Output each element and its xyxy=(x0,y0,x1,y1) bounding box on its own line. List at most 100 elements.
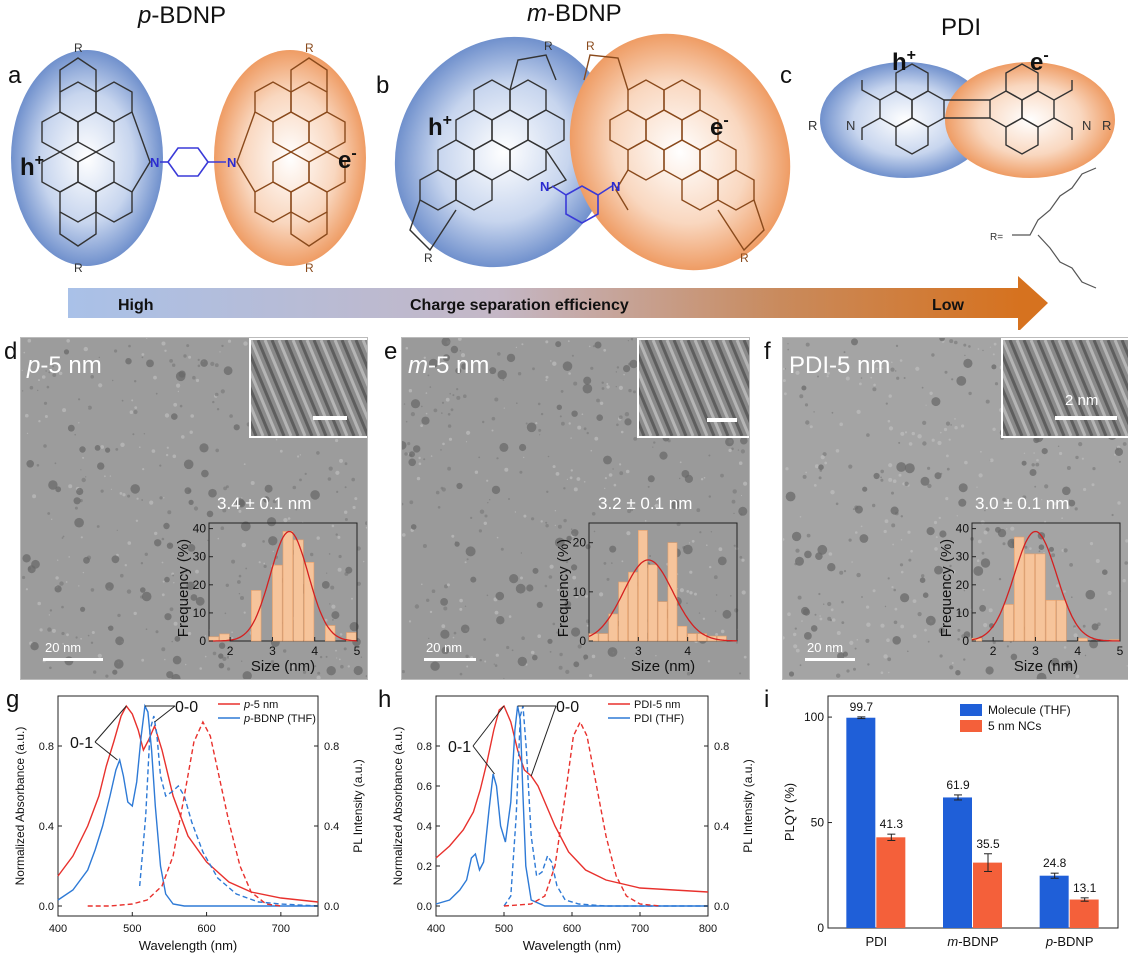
tem-noise xyxy=(25,588,28,591)
nanocrystal xyxy=(862,486,868,492)
tem-noise xyxy=(908,558,912,562)
nanocrystal xyxy=(1036,672,1047,679)
histogram-bar xyxy=(1077,637,1088,642)
tem-noise xyxy=(190,414,194,418)
tem-noise xyxy=(316,536,320,540)
tem-noise xyxy=(217,537,220,540)
nanocrystal xyxy=(571,627,581,637)
nanocrystal xyxy=(519,443,527,452)
tem-noise xyxy=(97,653,102,658)
tem-image-f: PDI-5 nm 2 nm 3.0 ± 0.1 nm 20 nm xyxy=(782,337,1128,680)
nanocrystal xyxy=(268,536,278,546)
tem-noise xyxy=(1118,460,1121,463)
x-tick-label: 5 xyxy=(354,644,361,658)
tem-noise xyxy=(120,573,124,578)
tem-noise xyxy=(283,518,288,523)
tem-noise xyxy=(227,339,232,343)
pl-spectrum-line xyxy=(503,705,708,907)
bar-value-label: 13.1 xyxy=(1073,881,1097,895)
nanocrystal xyxy=(166,542,174,549)
x-tick-label: 600 xyxy=(563,923,581,935)
tem-noise xyxy=(1051,553,1056,558)
tem-noise xyxy=(937,440,942,446)
tem-noise xyxy=(402,533,406,537)
tem-noise xyxy=(327,477,332,481)
tem-noise xyxy=(1063,590,1066,593)
tem-noise xyxy=(442,442,445,446)
tem-noise xyxy=(319,655,323,659)
tem-noise xyxy=(122,493,126,497)
tem-noise xyxy=(262,540,265,543)
tem-noise xyxy=(465,654,469,658)
tem-noise xyxy=(272,499,277,504)
nanocrystal xyxy=(1089,639,1099,649)
tem-noise xyxy=(324,618,328,622)
tem-noise xyxy=(61,631,65,636)
tem-noise xyxy=(686,671,691,676)
tem-noise xyxy=(736,641,738,644)
tem-noise xyxy=(335,533,338,536)
tem-noise xyxy=(46,385,50,389)
nanocrystal xyxy=(223,366,233,376)
nanocrystal xyxy=(1038,544,1045,550)
tem-noise xyxy=(212,400,215,404)
tem-noise xyxy=(738,461,743,465)
tem-noise xyxy=(199,667,202,670)
tem-noise xyxy=(838,360,843,365)
nanocrystal xyxy=(163,522,170,530)
y-tick-label: 0.0 xyxy=(39,901,54,913)
tem-noise xyxy=(544,584,548,588)
tem-noise xyxy=(963,658,966,661)
tem-noise xyxy=(568,372,571,375)
tem-noise xyxy=(68,556,70,558)
tem-noise xyxy=(169,607,174,612)
tem-noise xyxy=(845,376,850,381)
tem-noise xyxy=(819,615,821,617)
tem-noise xyxy=(180,572,184,576)
y-tick-label: 100 xyxy=(804,710,824,724)
tem-noise xyxy=(870,376,873,379)
tem-noise xyxy=(577,425,582,430)
tem-noise xyxy=(537,634,541,638)
tem-noise xyxy=(861,596,863,598)
tem-noise xyxy=(545,521,548,524)
tem-noise xyxy=(732,489,737,494)
tem-noise xyxy=(823,603,825,605)
tem-noise xyxy=(133,611,137,616)
tem-noise xyxy=(414,604,420,609)
nanocrystal xyxy=(963,631,971,638)
tem-noise xyxy=(573,487,578,492)
tem-noise xyxy=(435,490,440,495)
nanocrystal xyxy=(1049,546,1054,552)
tem-noise xyxy=(408,620,412,623)
nanocrystal xyxy=(171,673,181,679)
tem-noise xyxy=(836,673,841,678)
nanocrystal xyxy=(1033,436,1040,444)
tem-noise xyxy=(185,663,187,666)
tem-noise xyxy=(90,375,94,379)
tem-noise xyxy=(1038,550,1041,553)
tem-noise xyxy=(179,404,183,408)
legend-label: p-5 nm xyxy=(243,699,278,711)
nanocrystal xyxy=(1091,623,1099,631)
tem-noise xyxy=(52,365,55,368)
tem-noise xyxy=(129,410,134,414)
nanocrystal xyxy=(184,487,192,495)
tem-noise xyxy=(145,628,148,630)
lattice-fringe xyxy=(340,340,367,404)
nanocrystal xyxy=(130,484,140,494)
nanocrystal xyxy=(740,436,748,445)
annotation-leader xyxy=(530,705,557,777)
tem-noise xyxy=(1022,495,1027,500)
tem-noise xyxy=(173,402,178,407)
tem-noise xyxy=(216,408,220,411)
tem-noise xyxy=(1031,463,1035,467)
nanocrystal xyxy=(1114,447,1123,456)
tem-noise xyxy=(983,623,988,628)
tem-noise xyxy=(1117,501,1121,505)
tem-noise xyxy=(151,449,156,453)
tem-noise xyxy=(494,397,499,402)
tem-noise xyxy=(552,361,557,366)
tem-noise xyxy=(961,424,965,428)
tem-noise xyxy=(604,487,606,490)
